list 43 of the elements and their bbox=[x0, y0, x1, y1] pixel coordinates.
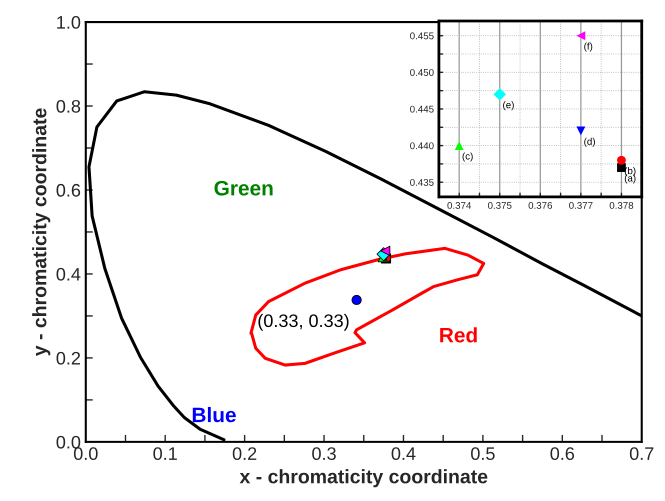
y-tick-label: 0.2 bbox=[56, 352, 80, 365]
y-tick-label: 0.0 bbox=[56, 436, 80, 449]
x-tick-label: 0.6 bbox=[550, 447, 574, 460]
point bbox=[494, 88, 506, 101]
line-series bbox=[249, 246, 486, 367]
point bbox=[454, 141, 464, 150]
point bbox=[576, 31, 586, 40]
annotation: Red bbox=[440, 327, 477, 343]
y-tick-label: 0.440 bbox=[410, 142, 434, 150]
y-tick-label: 0.6 bbox=[56, 184, 80, 197]
x-tick-label: 0.0 bbox=[74, 447, 98, 460]
x-tick-label: 0.1 bbox=[153, 447, 177, 460]
y-tick-label: 0.445 bbox=[410, 106, 434, 113]
annotation: Blue bbox=[192, 406, 236, 422]
series-label: (a) bbox=[624, 174, 636, 184]
x-tick-label: 0.4 bbox=[392, 447, 416, 460]
y-axis-title: y - chromaticity coordinate bbox=[32, 108, 50, 356]
annotation: Green bbox=[214, 180, 273, 196]
point bbox=[352, 294, 362, 306]
y-tick-label: 1.0 bbox=[57, 16, 80, 29]
series-label: (e) bbox=[503, 101, 514, 110]
point bbox=[617, 156, 626, 165]
x-tick-label: 0.7 bbox=[630, 447, 654, 460]
x-axis-title: x - chromaticity coordinate bbox=[240, 469, 488, 488]
y-tick-label: 0.8 bbox=[56, 100, 80, 113]
series-label: (d) bbox=[584, 138, 595, 147]
x-tick-label: 0.2 bbox=[232, 447, 256, 460]
x-tick-label: 0.5 bbox=[471, 447, 495, 460]
y-tick-label: 0.455 bbox=[410, 32, 434, 40]
x-tick-label: 0.3 bbox=[312, 447, 336, 460]
y-tick-label: 0.450 bbox=[410, 69, 434, 76]
point bbox=[576, 126, 586, 136]
x-tick-label: 0.377 bbox=[569, 202, 593, 209]
point bbox=[617, 163, 626, 172]
x-tick-label: 0.376 bbox=[528, 202, 552, 209]
annotation: (0.33, 0.33) bbox=[258, 314, 349, 331]
x-tick-label: 0.378 bbox=[610, 202, 634, 209]
series-label: (f) bbox=[584, 42, 592, 52]
x-tick-label: 0.374 bbox=[447, 202, 472, 209]
y-tick-label: 0.435 bbox=[410, 178, 434, 186]
series-label: (c) bbox=[462, 152, 473, 162]
y-tick-label: 0.4 bbox=[56, 268, 80, 281]
x-tick-label: 0.375 bbox=[488, 202, 512, 209]
